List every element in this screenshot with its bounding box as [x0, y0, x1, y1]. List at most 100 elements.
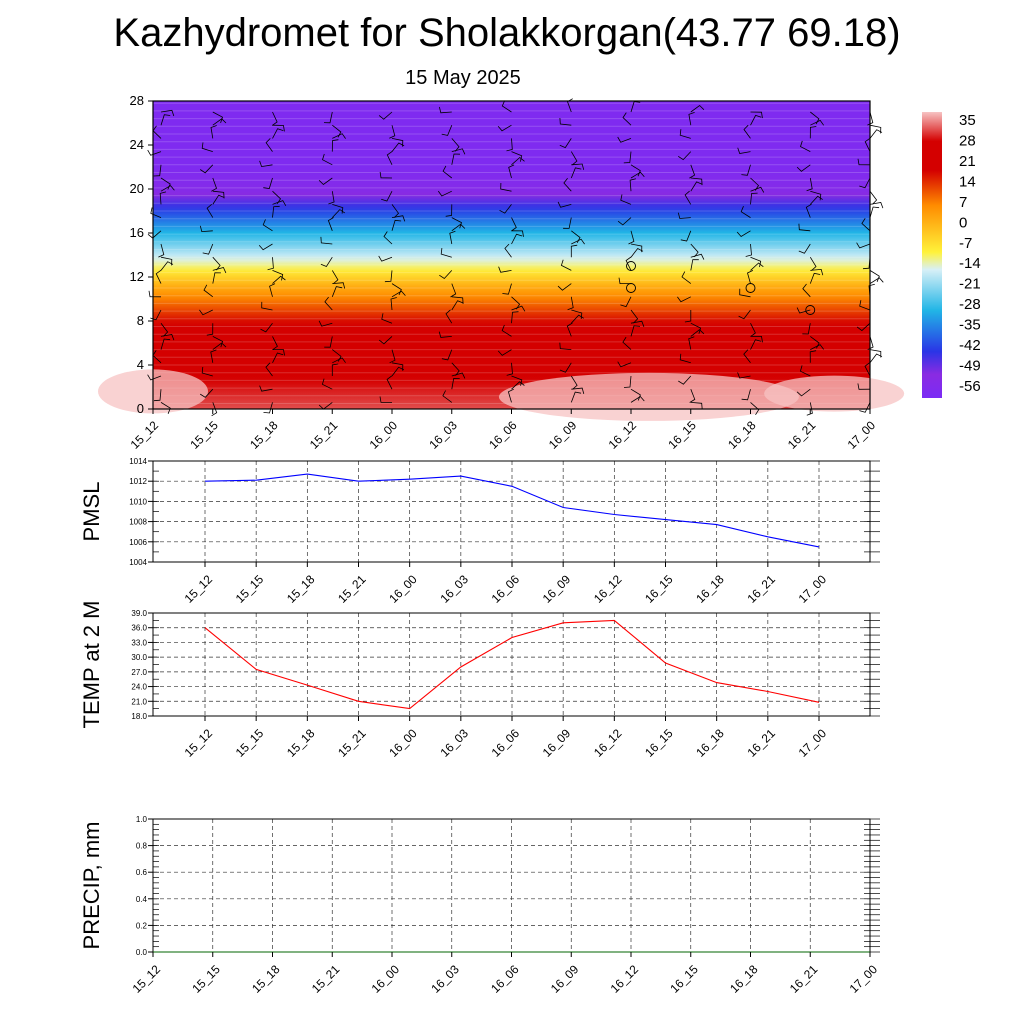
colorbar-label: -35 [959, 317, 981, 334]
wind-barb [210, 349, 217, 363]
wind-barb [869, 270, 880, 282]
wind-barb [690, 322, 702, 334]
wind-barb [199, 388, 214, 398]
wind-barb [857, 158, 871, 166]
wind-barb [272, 275, 286, 284]
wind-barb [743, 349, 751, 364]
wind-barb [327, 217, 334, 231]
wind-barb [202, 243, 214, 255]
wind-barb [739, 288, 751, 298]
x-tick-label: 16_09 [546, 418, 580, 452]
wind-barb [147, 374, 162, 381]
y-tick-label: 1014 [129, 457, 147, 466]
wind-barb [501, 324, 512, 337]
wind-barb [263, 177, 273, 189]
wind-barb [688, 336, 695, 350]
y-tick-label: 24.0 [131, 683, 147, 692]
wind-barb [557, 283, 572, 291]
wind-barb [571, 230, 581, 243]
wind-barb [869, 353, 883, 364]
wind-barb [437, 190, 452, 197]
y-axis-label: TEMP at 2 M [79, 601, 104, 729]
wind-barb [159, 191, 167, 205]
wind-barb [439, 106, 452, 114]
wind-barb [689, 389, 696, 403]
wind-barb [809, 272, 821, 284]
wind-barb [199, 225, 213, 233]
x-tick-label: 15_15 [189, 962, 223, 996]
wind-barb [745, 243, 752, 257]
wind-barb [451, 296, 464, 304]
wind-barb [560, 259, 572, 271]
wind-barb [158, 243, 165, 258]
wind-barb [497, 124, 512, 132]
wind-barb [511, 230, 524, 237]
data-series-line [204, 619, 820, 710]
wind-barb [321, 378, 333, 390]
wind-barb [511, 305, 526, 312]
wind-barb [211, 177, 217, 192]
wind-barb [212, 111, 223, 124]
wind-barb [502, 283, 512, 295]
panel-pmsl: 1004 1006 1008 1010 1012 1014 15_12 15_15 15_18 1… [79, 457, 880, 606]
wind-barb [153, 389, 162, 402]
y-tick-label: 1006 [129, 538, 147, 547]
wind-barb [750, 192, 758, 205]
wind-barb [331, 286, 343, 297]
wind-barb [499, 204, 512, 214]
wind-barb [630, 309, 639, 324]
y-tick-label: 0.2 [136, 921, 148, 930]
colorbar-ramp [922, 112, 942, 398]
wind-barb [378, 336, 393, 345]
wind-barb [740, 206, 751, 218]
wind-barb [861, 218, 871, 232]
panel-temp-at-2-m: 18.0 21.0 24.0 27.0 30.0 33.0 36.0 39.0 15_12 15_… [79, 601, 880, 760]
wind-barb [212, 190, 225, 199]
wind-barb [557, 201, 572, 208]
x-tick-label: 17_00 [796, 572, 830, 606]
wind-barb [212, 194, 225, 205]
x-tick-label: 16_21 [785, 418, 819, 452]
x-tick-label: 16_12 [591, 572, 625, 606]
wind-barb [511, 233, 523, 245]
x-tick-label: 15_21 [309, 962, 343, 996]
calm-marker [745, 283, 756, 293]
wind-barb [211, 402, 218, 417]
wind-barb [747, 270, 754, 284]
x-tick-label: 16_18 [725, 418, 759, 452]
wind-barb [679, 353, 691, 364]
x-tick-label: 16_00 [386, 572, 420, 606]
wind-barb [511, 381, 525, 390]
wind-barb [750, 177, 760, 191]
wind-barb [500, 182, 512, 192]
wind-barb [451, 300, 464, 311]
wind-barb [445, 204, 453, 217]
wind-barb [383, 231, 393, 245]
wind-barb [617, 361, 632, 368]
wind-barb [810, 336, 820, 349]
wind-barb [203, 284, 214, 298]
wind-barb [810, 119, 825, 126]
wind-barb [750, 402, 760, 416]
calm-marker [805, 305, 816, 315]
wind-barb [800, 140, 811, 152]
wind-barb [628, 230, 635, 245]
wind-barb [559, 138, 572, 149]
wind-barb [805, 203, 812, 218]
x-tick-label: 16_12 [608, 962, 642, 996]
x-tick-label: 16_03 [428, 962, 462, 996]
wind-barb [272, 205, 280, 218]
y-tick-label: 12 [130, 269, 144, 284]
wind-barb [737, 147, 751, 154]
wind-barb [511, 311, 519, 324]
wind-barb [563, 217, 572, 229]
wind-barb [809, 350, 817, 363]
wind-barb [869, 124, 882, 134]
x-tick-label: 16_00 [386, 726, 420, 760]
wind-barb [451, 217, 462, 229]
wind-barb [750, 114, 762, 126]
wind-barb [571, 163, 585, 170]
wind-barb [571, 387, 585, 395]
x-tick-label: 15_18 [249, 962, 283, 996]
wind-barb [210, 125, 217, 139]
